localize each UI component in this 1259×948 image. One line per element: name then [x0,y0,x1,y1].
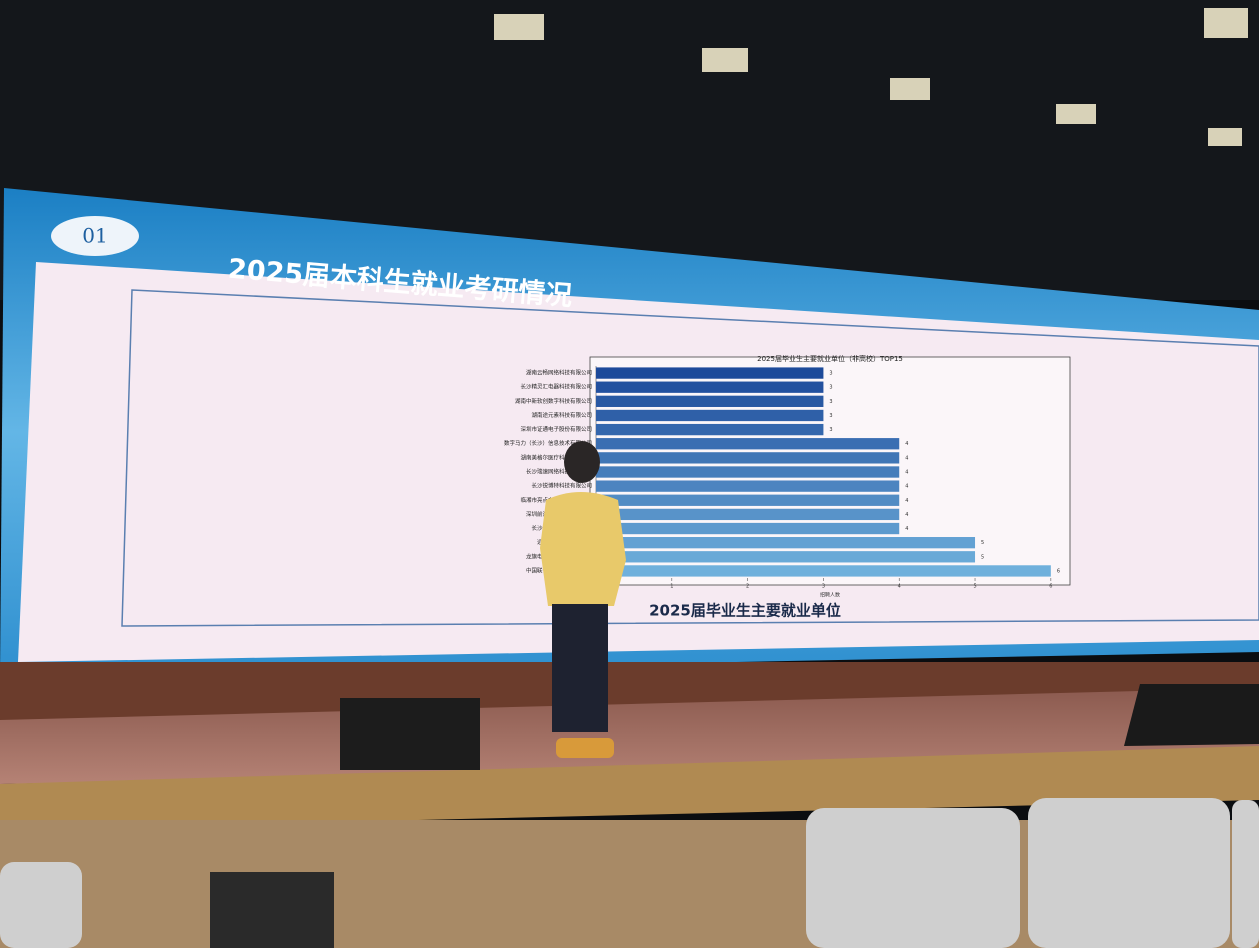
slide-frame [121,289,1259,627]
bar-value-label: 3 [829,427,832,433]
bar [596,438,900,450]
bar [596,565,1051,577]
bar-value-label: 4 [905,498,908,504]
badge-text: 01 [82,224,107,248]
bar-value-label: 4 [905,470,908,476]
bar [596,494,900,506]
badge [51,216,139,256]
speaker-box [340,698,480,770]
bar-value-label: 4 [905,484,908,490]
presenter [540,441,626,758]
bar [596,367,824,379]
stage-lights [494,8,1248,146]
bar [596,409,824,422]
y-tick-label: 数字马力（长沙）信息技术有限公司 [504,439,592,447]
bar-value-label: 4 [905,455,908,461]
y-tick-label: 湖南云畅网络科技有限公司 [526,369,592,377]
bar [596,466,900,478]
speaker-box [1124,684,1259,746]
bar [596,381,824,393]
y-tick-label: 湖南美格尔医疗科技有限公司 [520,453,592,461]
y-tick-label: 深圳市证通电子股份有限公司 [520,425,592,433]
chart-title: 2025届毕业生主要就业单位（非高校）TOP15 [757,354,903,363]
bar [596,522,900,535]
slide-caption: 2025届毕业生主要就业单位 [649,602,841,620]
x-tick-label: 6 [1049,584,1052,590]
y-tick-label: 长沙锐博特科技有限公司 [531,482,592,490]
bar [596,537,976,549]
x-tick-label: 1 [670,584,673,590]
bar [596,395,824,407]
y-tick-label: 长沙瑞速网络科技有限公司 [526,468,592,476]
bar [596,452,900,464]
bar [596,423,824,436]
x-tick-label: 4 [898,584,901,590]
bar-value-label: 5 [981,540,984,546]
bar [596,508,900,521]
vent [210,872,334,948]
bar-value-label: 5 [981,554,984,560]
bar-value-label: 3 [829,413,832,419]
bar-value-label: 4 [905,441,908,447]
x-tick-label: 5 [973,584,976,590]
x-tick-label: 2 [746,584,749,590]
y-tick-label: 湖南途元素科技有限公司 [531,411,592,419]
y-tick-label: 长沙精灵汇电器科技有限公司 [520,383,592,391]
bar-value-label: 3 [829,385,832,391]
x-tick-label: 3 [822,584,825,590]
bar-value-label: 4 [905,526,908,532]
x-axis-label: 招聘人数 [820,592,840,599]
chart: 2025届毕业生主要就业单位（非高校）TOP15 招聘人数 1 2 3 4 5 6 3 湖南云… [504,354,1071,599]
bar-value-label: 6 [1057,568,1060,574]
bar [596,551,976,563]
y-tick-label: 湖南中新软创数字科技有限公司 [515,397,592,405]
seats [0,798,1259,948]
bar-value-label: 4 [905,512,908,518]
bar [596,480,900,492]
bar-value-label: 3 [829,371,832,377]
bar-value-label: 3 [829,399,832,405]
stage-edge [0,746,1259,830]
